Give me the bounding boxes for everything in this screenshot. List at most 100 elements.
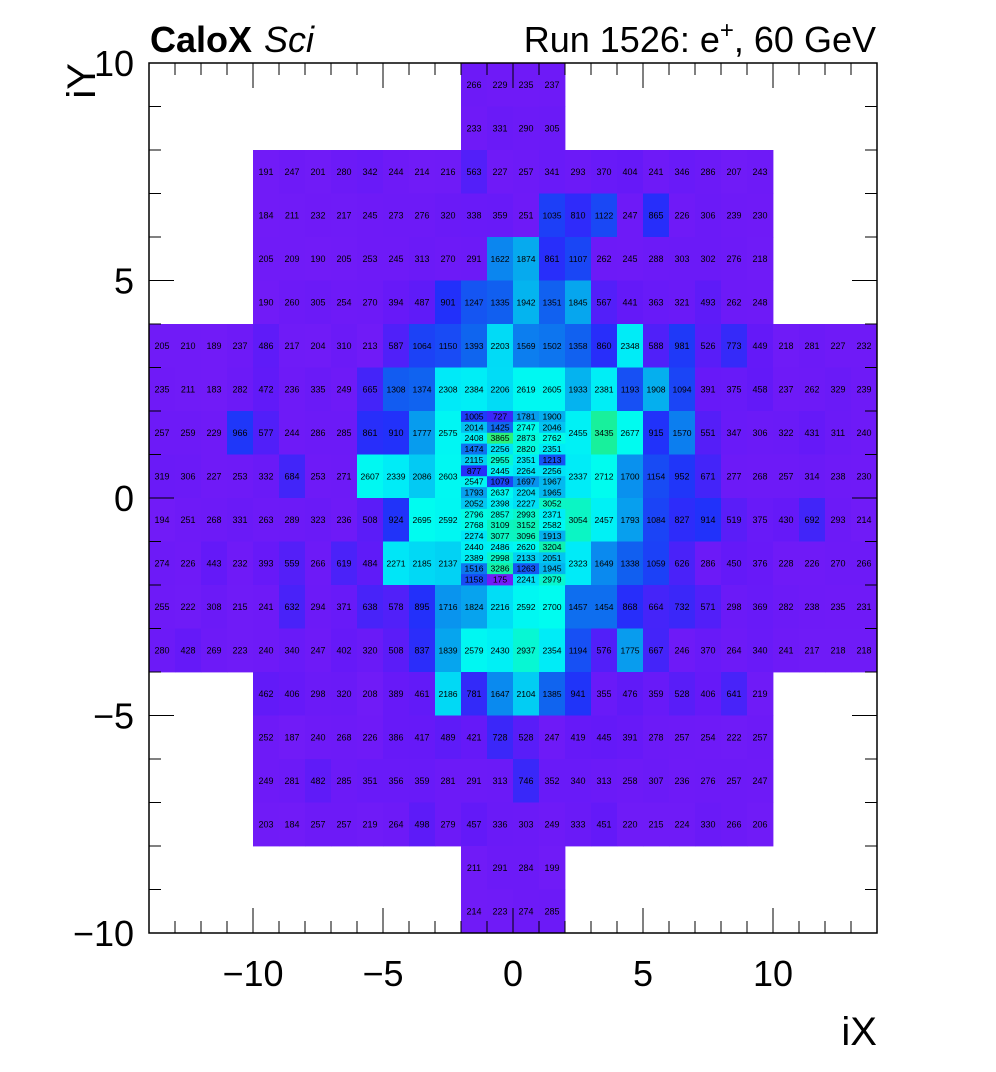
cell-value-label: 270 bbox=[440, 254, 455, 264]
cell-value-label: 288 bbox=[648, 254, 663, 264]
y-tick-label: −5 bbox=[93, 696, 134, 737]
heatmap-cell bbox=[591, 715, 618, 760]
heatmap-cell bbox=[617, 324, 644, 368]
heatmap-cell bbox=[331, 672, 358, 716]
heatmap-cell bbox=[513, 574, 540, 586]
cell-value-label: 860 bbox=[596, 341, 611, 351]
cell-value-label: 2271 bbox=[386, 558, 405, 568]
cell-value-label: 1247 bbox=[464, 297, 483, 307]
cell-value-label: 2354 bbox=[542, 645, 561, 655]
cell-value-label: 2323 bbox=[568, 558, 587, 568]
cell-value-label: 286 bbox=[310, 428, 325, 438]
cell-value-label: 2620 bbox=[516, 542, 535, 552]
heatmap-cell bbox=[643, 541, 670, 586]
cell-value-label: 203 bbox=[258, 819, 273, 829]
heatmap-cell bbox=[435, 585, 462, 629]
heatmap-cell bbox=[487, 715, 514, 760]
heatmap-cell bbox=[539, 106, 566, 151]
heatmap-cell bbox=[461, 421, 488, 434]
cell-value-label: 2389 bbox=[464, 553, 483, 563]
cell-value-label: 493 bbox=[700, 297, 715, 307]
heatmap-cell bbox=[695, 237, 722, 281]
cell-value-label: 462 bbox=[258, 689, 273, 699]
heatmap-cell bbox=[487, 465, 514, 477]
heatmap-cell bbox=[669, 802, 696, 847]
heatmap-cell bbox=[331, 498, 358, 542]
heatmap-cell bbox=[409, 193, 436, 238]
cell-value-label: 356 bbox=[388, 776, 403, 786]
heatmap-cell bbox=[409, 541, 436, 586]
cell-value-label: 248 bbox=[752, 297, 767, 307]
cell-value-label: 827 bbox=[674, 515, 689, 525]
cell-value-label: 264 bbox=[726, 645, 741, 655]
heatmap-cell bbox=[487, 193, 514, 238]
heatmap-cell bbox=[695, 715, 722, 760]
cell-value-label: 941 bbox=[570, 689, 585, 699]
cell-value-label: 305 bbox=[310, 297, 325, 307]
heatmap-cell bbox=[487, 519, 514, 532]
cell-value-label: 218 bbox=[778, 341, 793, 351]
heatmap-cell bbox=[825, 454, 852, 499]
heatmap-cell bbox=[383, 498, 410, 542]
heatmap-cell bbox=[721, 498, 748, 542]
heatmap-cell bbox=[305, 324, 332, 368]
cell-value-label: 865 bbox=[648, 210, 663, 220]
heatmap-cell bbox=[461, 193, 488, 238]
heatmap-cell bbox=[149, 541, 176, 586]
cell-value-label: 189 bbox=[206, 341, 221, 351]
cell-value-label: 638 bbox=[362, 602, 377, 612]
cell-value-label: 1107 bbox=[569, 254, 588, 264]
cell-value-label: 262 bbox=[726, 297, 741, 307]
cell-value-label: 245 bbox=[362, 210, 377, 220]
heatmap-cell bbox=[253, 411, 280, 455]
cell-value-label: 320 bbox=[362, 645, 377, 655]
heatmap-cell bbox=[539, 715, 566, 760]
heatmap-cell bbox=[565, 541, 592, 586]
cell-value-label: 359 bbox=[648, 689, 663, 699]
heatmap-cell bbox=[331, 585, 358, 629]
cell-value-label: 3054 bbox=[568, 515, 587, 525]
cell-value-label: 231 bbox=[856, 602, 871, 612]
heatmap-cell bbox=[695, 367, 722, 412]
cell-value-label: 1900 bbox=[542, 411, 561, 421]
cell-value-label: 220 bbox=[622, 819, 637, 829]
cell-value-label: 226 bbox=[804, 558, 819, 568]
heatmap-cell bbox=[591, 411, 618, 455]
cell-value-label: 375 bbox=[726, 384, 741, 394]
heatmap-cell bbox=[591, 628, 618, 673]
heatmap-cell bbox=[513, 585, 540, 629]
cell-value-label: 175 bbox=[493, 575, 508, 585]
cell-value-label: 3077 bbox=[490, 531, 509, 541]
heatmap-cell bbox=[461, 443, 488, 455]
heatmap-cell bbox=[747, 802, 774, 847]
cell-value-label: 236 bbox=[336, 515, 351, 525]
heatmap-cell bbox=[227, 324, 254, 368]
heatmap-cell bbox=[357, 454, 384, 499]
heatmap-cell bbox=[305, 628, 332, 673]
heatmap-cell bbox=[435, 324, 462, 368]
heatmap-cell bbox=[383, 324, 410, 368]
cell-value-label: 187 bbox=[284, 732, 299, 742]
cell-value-label: 269 bbox=[206, 645, 221, 655]
heatmap-cell bbox=[487, 552, 514, 564]
cell-value-label: 1005 bbox=[464, 411, 483, 421]
y-axis-label: iY bbox=[60, 63, 104, 99]
heatmap-cell bbox=[565, 628, 592, 673]
heatmap-cell bbox=[461, 150, 488, 194]
cell-value-label: 199 bbox=[544, 863, 559, 873]
cell-value-label: 219 bbox=[362, 819, 377, 829]
cell-value-label: 244 bbox=[284, 428, 299, 438]
cell-value-label: 430 bbox=[778, 515, 793, 525]
cell-value-label: 472 bbox=[258, 384, 273, 394]
cell-value-label: 247 bbox=[544, 732, 559, 742]
heatmap-cell bbox=[331, 802, 358, 847]
cell-value-label: 270 bbox=[362, 297, 377, 307]
heatmap-cell bbox=[669, 193, 696, 238]
cell-value-label: 2486 bbox=[490, 542, 509, 552]
heatmap-cell bbox=[175, 367, 202, 412]
heatmap-cell bbox=[643, 280, 670, 325]
cell-value-label: 218 bbox=[830, 645, 845, 655]
cell-value-label: 641 bbox=[726, 689, 741, 699]
cell-value-label: 274 bbox=[518, 906, 533, 916]
heatmap-cell bbox=[539, 802, 566, 847]
